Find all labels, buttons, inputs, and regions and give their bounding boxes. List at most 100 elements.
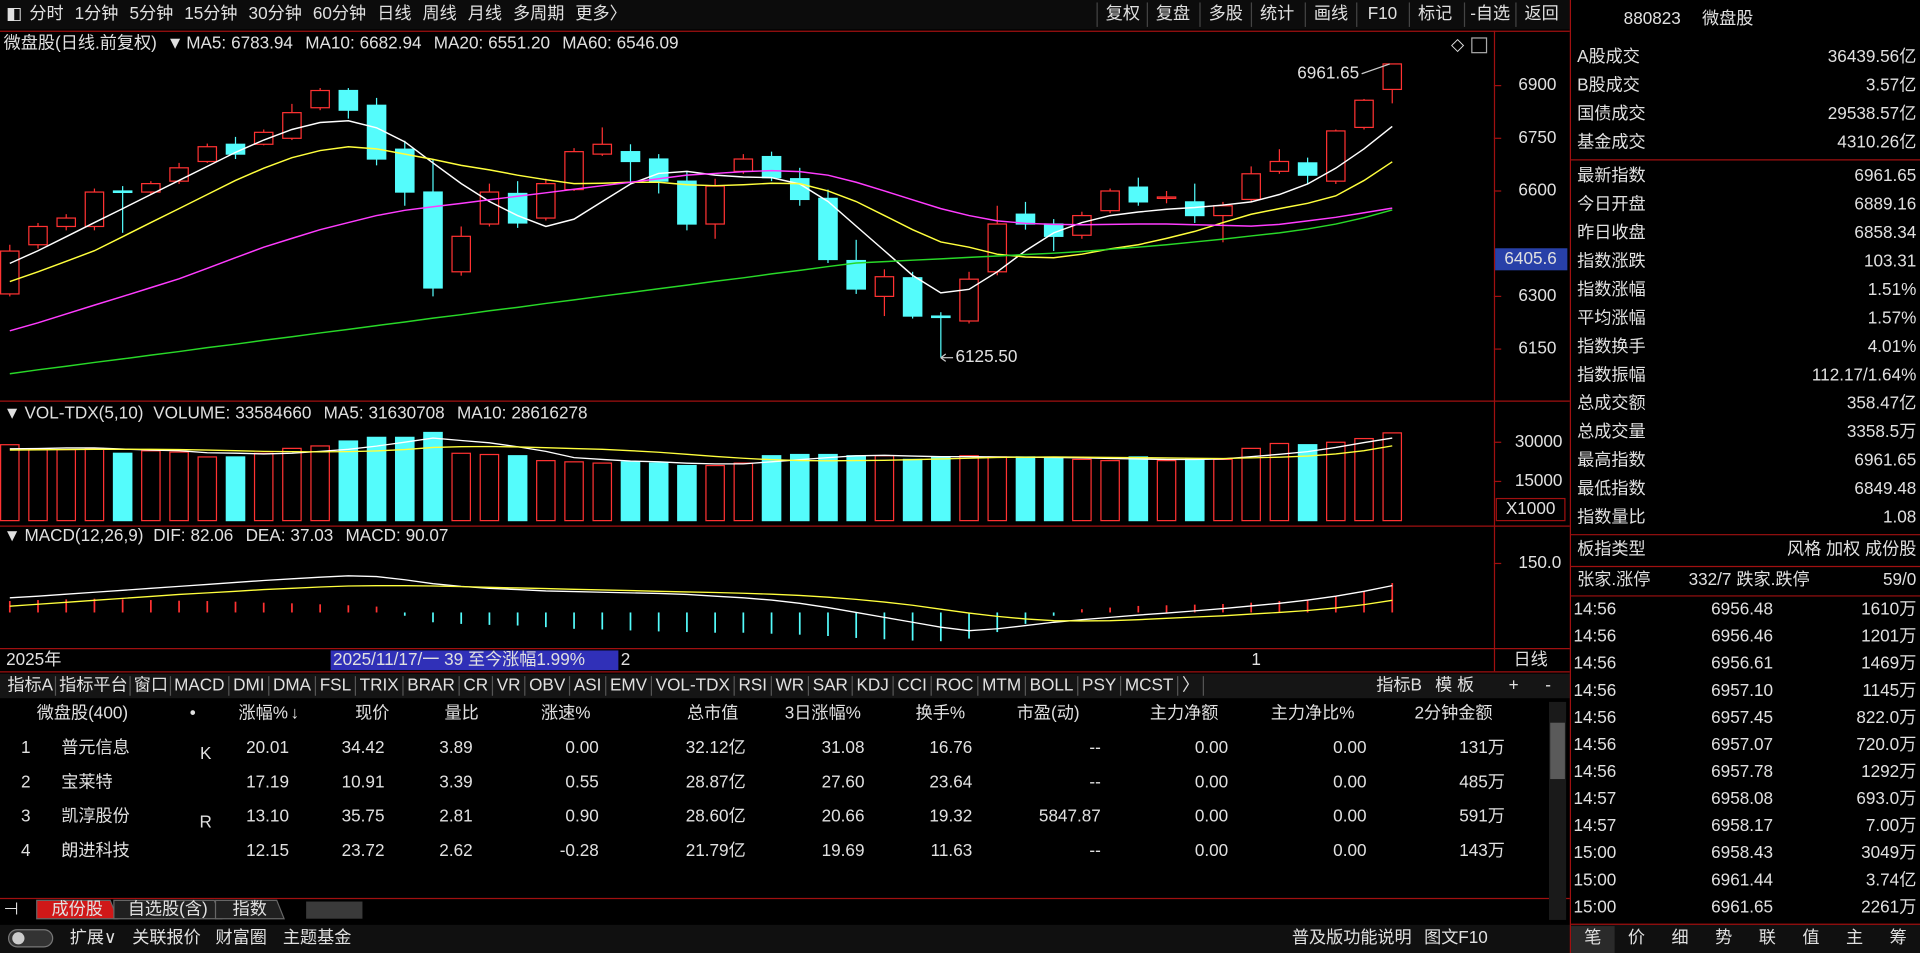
volume-bar [1128, 456, 1149, 522]
indicator-tab[interactable]: MTM [982, 674, 1021, 694]
period-tab[interactable]: 月线 [468, 3, 502, 23]
table-cell: 0.00 [1195, 840, 1228, 860]
indicator-tab[interactable]: PSY [1082, 674, 1117, 694]
table-header[interactable]: 2分钟金额 [1414, 703, 1492, 723]
table-header[interactable]: 现价 [355, 703, 389, 723]
candle-body [310, 89, 330, 109]
table-cell[interactable]: 普元信息 [61, 737, 129, 757]
indicator-tab[interactable]: SAR [813, 674, 848, 694]
table-cell[interactable]: 凯淳股份 [61, 806, 129, 826]
table-header[interactable]: 量比 [445, 703, 479, 723]
indicator-tab[interactable]: MCST [1125, 674, 1174, 694]
tool-button[interactable]: 复盘 [1156, 3, 1190, 23]
period-tab[interactable]: 5分钟 [129, 3, 173, 23]
indicator-tool-tab[interactable]: 模 板 [1435, 674, 1474, 694]
table-header[interactable]: 换手% [916, 703, 965, 723]
candle-body [338, 89, 359, 111]
period-tab[interactable]: 30分钟 [249, 3, 302, 23]
table-cell: 19.69 [822, 840, 865, 860]
table-cell: -- [1089, 771, 1100, 791]
stat-label: 最新指数 [1577, 165, 1645, 185]
indicator-tab[interactable]: ROC [935, 674, 973, 694]
indicator-tab[interactable]: MACD [174, 674, 224, 694]
indicator-tab[interactable]: CR [463, 674, 488, 694]
tool-button[interactable]: 标记 [1418, 3, 1452, 23]
period-tab[interactable]: 更多〉 [575, 3, 626, 23]
tool-button[interactable]: 返回 [1525, 3, 1559, 23]
table-header[interactable]: 市盈(动) [1017, 703, 1080, 723]
table-header[interactable]: 总市值 [687, 703, 738, 723]
table-cell[interactable]: 朗进科技 [61, 840, 129, 860]
tool-button[interactable]: F10 [1368, 3, 1398, 23]
period-tab[interactable]: 周线 [422, 3, 456, 23]
sheet-tab[interactable]: 成份股 [51, 899, 102, 919]
status-item[interactable]: 普及版功能说明 [1292, 927, 1412, 947]
indicator-tab[interactable]: DMA [273, 674, 312, 694]
table-cell: 23.64 [929, 771, 972, 791]
indicator-tab[interactable]: FSL [320, 674, 351, 694]
table-header[interactable]: 3日涨幅% [785, 703, 861, 723]
period-tab[interactable]: 多周期 [513, 3, 564, 23]
indicator-tab[interactable]: 〉 [1182, 674, 1199, 694]
table-header[interactable]: 涨幅% [239, 703, 288, 723]
side-tab[interactable]: 值 [1802, 927, 1819, 947]
tool-button[interactable]: 统计 [1260, 3, 1294, 23]
side-tab[interactable]: 价 [1628, 927, 1645, 947]
indicator-group-tab[interactable]: 指标平台 [59, 674, 127, 694]
indicator-tab[interactable]: TRIX [360, 674, 400, 694]
tool-button[interactable]: -自选 [1470, 3, 1510, 23]
indicator-tool-tab[interactable]: 指标B [1376, 674, 1422, 694]
candle-body [225, 143, 246, 155]
indicator-tab[interactable]: ASI [574, 674, 602, 694]
side-tab[interactable]: 势 [1715, 927, 1732, 947]
tick-price: 6957.45 [1711, 707, 1773, 727]
status-item[interactable]: 扩展∨ [70, 927, 117, 947]
period-tab[interactable]: 日线 [377, 3, 411, 23]
indicator-tab[interactable]: BRAR [407, 674, 455, 694]
indicator-tab[interactable]: KDJ [856, 674, 888, 694]
indicator-tab[interactable]: VOL-TDX [656, 674, 731, 694]
diamond-icon[interactable]: ◇ [1451, 34, 1465, 54]
indicator-group-tab[interactable]: 窗口 [134, 674, 168, 694]
indicator-tab[interactable]: EMV [610, 674, 648, 694]
side-tab[interactable]: 联 [1759, 927, 1776, 947]
period-tab[interactable]: 分时 [29, 3, 63, 23]
indicator-tool-tab[interactable]: + [1509, 674, 1519, 694]
table-cell[interactable]: 宝莱特 [61, 771, 112, 791]
tool-button[interactable]: 多股 [1209, 3, 1243, 23]
side-tab[interactable]: 笔 [1584, 927, 1601, 947]
tick-time: 15:00 [1573, 869, 1616, 889]
status-item[interactable]: 关联报价 [132, 927, 200, 947]
table-header[interactable]: 涨速% [541, 703, 590, 723]
indicator-tab[interactable]: OBV [529, 674, 566, 694]
indicator-tab[interactable]: BOLL [1030, 674, 1074, 694]
indicator-tab[interactable]: RSI [738, 674, 767, 694]
period-tab[interactable]: 15分钟 [184, 3, 237, 23]
table-header[interactable]: 主力净额 [1150, 703, 1218, 723]
indicator-tab[interactable]: VR [497, 674, 521, 694]
indicator-tab[interactable]: WR [776, 674, 805, 694]
sheet-tab[interactable]: 自选股(含) [128, 899, 208, 919]
menu-icon[interactable]: ◧ [6, 3, 22, 23]
side-tab[interactable]: 主 [1846, 927, 1863, 947]
side-tab[interactable]: 细 [1672, 927, 1689, 947]
side-tab[interactable]: 筹 [1890, 927, 1907, 947]
table-header[interactable]: 主力净比% [1271, 703, 1355, 723]
status-item[interactable]: 主题基金 [283, 927, 351, 947]
sheet-tab[interactable]: 指数 [233, 899, 267, 919]
indicator-group-tab[interactable]: 指标A [7, 674, 53, 694]
indicator-tool-tab[interactable]: - [1545, 674, 1551, 694]
tool-button[interactable]: 画线 [1314, 3, 1348, 23]
table-scroll-thumb[interactable] [1550, 722, 1565, 780]
sheet-tab-bg[interactable] [214, 899, 285, 920]
indicator-tab[interactable]: CCI [897, 674, 926, 694]
indicator-tab[interactable]: DMI [233, 674, 264, 694]
panel-icon[interactable] [1471, 37, 1488, 54]
period-tab[interactable]: 60分钟 [313, 3, 366, 23]
status-item[interactable]: 财富圈 [216, 927, 267, 947]
candle-body [56, 217, 77, 228]
tab-scroll-thumb[interactable] [306, 901, 363, 919]
period-tab[interactable]: 1分钟 [75, 3, 119, 23]
tool-button[interactable]: 复权 [1106, 3, 1140, 23]
status-item[interactable]: 图文F10 [1424, 927, 1488, 947]
